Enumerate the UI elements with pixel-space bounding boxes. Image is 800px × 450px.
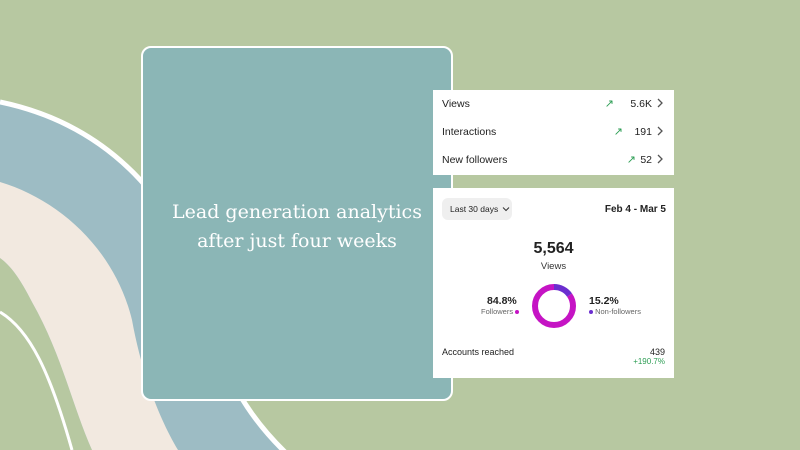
nonfollowers-dot-icon (589, 310, 593, 315)
arrow-up-right-icon: ↗ (604, 98, 614, 110)
views-donut-chart (532, 284, 576, 328)
stat-row-interactions[interactable]: Interactions ↗ 191 (433, 118, 674, 146)
followers-percent: 84.8% (487, 295, 517, 307)
headline-card (141, 46, 453, 401)
headline: Lead generation analytics after just fou… (141, 198, 453, 256)
stat-value: 5.6K (630, 98, 652, 110)
chevron-right-icon (657, 126, 663, 136)
nonfollowers-percent: 15.2% (589, 295, 619, 307)
date-range-dropdown[interactable]: Last 30 days (442, 198, 512, 220)
stat-row-new-followers[interactable]: New followers ↗ 52 (433, 146, 674, 174)
chevron-right-icon (657, 154, 663, 164)
total-views-value: 5,564 (533, 240, 574, 257)
donut-nonfollowers-arc (532, 284, 576, 328)
headline-line-2: after just four weeks (197, 230, 397, 252)
chevron-right-icon (657, 98, 663, 108)
accounts-reached-change: +190.7% (633, 357, 665, 366)
stat-label: New followers (442, 154, 508, 166)
white-curve-inner (0, 310, 74, 450)
followers-legend: Followers (481, 307, 520, 316)
date-range-text: Feb 4 - Mar 5 (604, 204, 666, 215)
accounts-reached-value: 439 (649, 347, 665, 357)
cream-stripe (0, 182, 178, 450)
stat-label: Interactions (442, 126, 497, 138)
views-insights-card: Last 30 days Feb 4 - Mar 5 5,564 Views 8… (433, 188, 674, 378)
nonfollowers-label: Non-followers (595, 307, 641, 316)
total-views-label: Views (540, 261, 567, 272)
arrow-up-right-icon: ↗ (613, 126, 623, 138)
headline-line-1: Lead generation analytics (172, 201, 422, 223)
chevron-down-icon (502, 207, 510, 212)
stat-value: 191 (634, 126, 652, 138)
followers-dot-icon (515, 310, 520, 315)
stat-row-views[interactable]: Views ↗ 5.6K (433, 90, 674, 118)
stat-label: Views (442, 98, 470, 110)
accounts-reached-label: Accounts reached (442, 347, 515, 357)
stats-card: Views ↗ 5.6K Interactions ↗ 191 New foll… (433, 90, 674, 175)
followers-label: Followers (481, 307, 514, 316)
stat-value: 52 (640, 154, 652, 166)
arrow-up-right-icon: ↗ (626, 154, 636, 166)
date-range-dropdown-label: Last 30 days (450, 204, 499, 214)
nonfollowers-legend: Non-followers (589, 307, 641, 316)
